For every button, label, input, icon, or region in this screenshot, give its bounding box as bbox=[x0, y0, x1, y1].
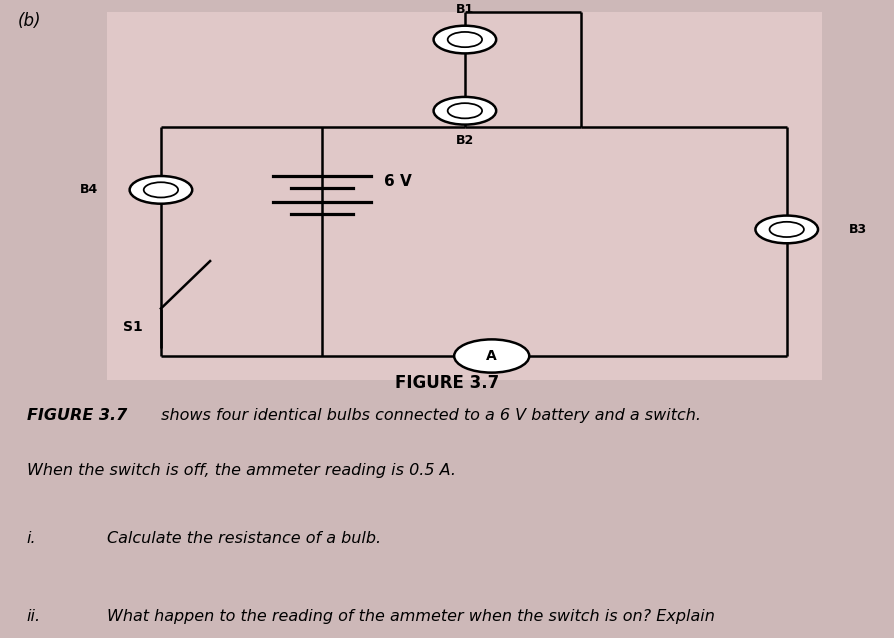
Text: B1: B1 bbox=[456, 3, 474, 16]
Text: S1: S1 bbox=[123, 320, 143, 334]
Text: B4: B4 bbox=[80, 183, 98, 197]
Text: FIGURE 3.7: FIGURE 3.7 bbox=[395, 374, 499, 392]
Text: B2: B2 bbox=[456, 135, 474, 147]
Text: B3: B3 bbox=[849, 223, 867, 236]
Circle shape bbox=[454, 339, 529, 373]
Text: (b): (b) bbox=[18, 12, 41, 30]
Text: shows four identical bulbs connected to a 6 V battery and a switch.: shows four identical bulbs connected to … bbox=[156, 408, 702, 423]
Text: i.: i. bbox=[27, 531, 37, 546]
FancyBboxPatch shape bbox=[107, 12, 822, 380]
Circle shape bbox=[434, 97, 496, 124]
Text: 6 V: 6 V bbox=[384, 174, 412, 189]
Text: FIGURE 3.7: FIGURE 3.7 bbox=[27, 408, 127, 423]
Text: ii.: ii. bbox=[27, 609, 41, 624]
Text: A: A bbox=[486, 349, 497, 363]
Circle shape bbox=[130, 176, 192, 204]
Circle shape bbox=[755, 216, 818, 243]
Text: What happen to the reading of the ammeter when the switch is on? Explain: What happen to the reading of the ammete… bbox=[107, 609, 715, 624]
Text: Calculate the resistance of a bulb.: Calculate the resistance of a bulb. bbox=[107, 531, 382, 546]
Circle shape bbox=[434, 26, 496, 54]
Text: When the switch is off, the ammeter reading is 0.5 A.: When the switch is off, the ammeter read… bbox=[27, 463, 456, 478]
